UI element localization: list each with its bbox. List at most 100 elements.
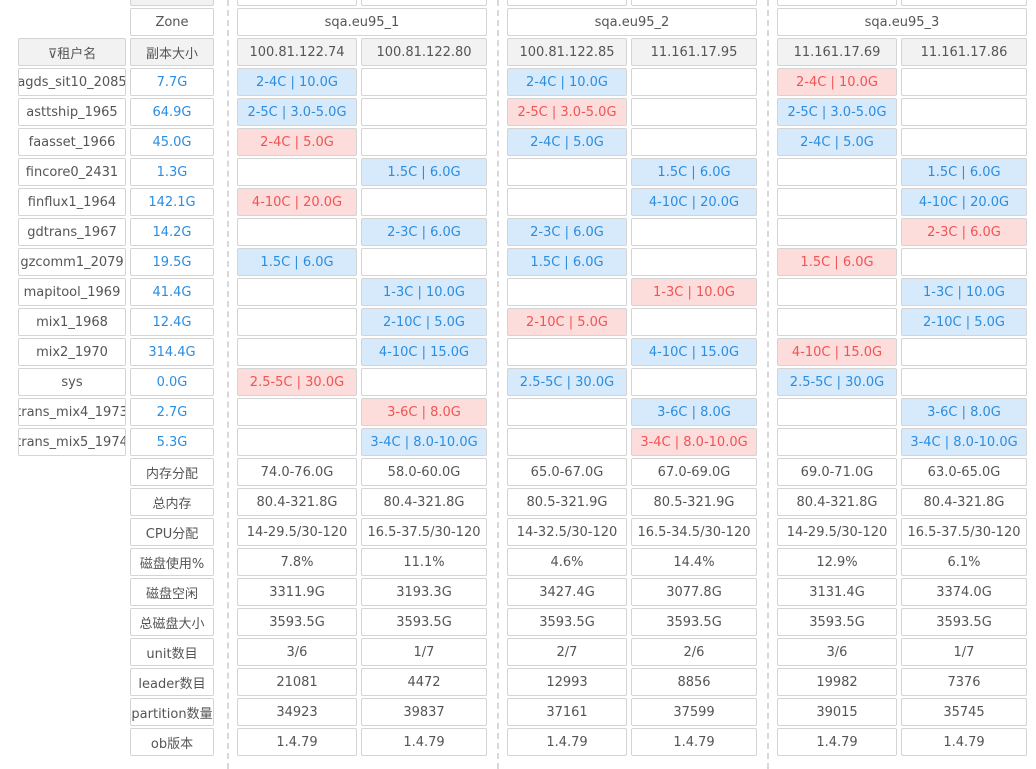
stat-label: partition数量 — [130, 698, 214, 726]
unit-cell[interactable]: 1.5C | 6.0G — [631, 158, 757, 186]
stat-value: 3593.5G — [901, 608, 1027, 636]
unit-cell[interactable]: 4-10C | 15.0G — [777, 338, 897, 366]
replica-size: 19.5G — [130, 248, 214, 276]
stat-value: 3311.9G — [237, 578, 357, 606]
unit-cell[interactable]: 4-10C | 15.0G — [631, 338, 757, 366]
unit-cell[interactable]: 1-3C | 10.0G — [901, 278, 1027, 306]
replica-size-header[interactable]: 副本大小 — [130, 38, 214, 66]
stat-value: 11.1% — [361, 548, 487, 576]
unit-cell[interactable]: 1.5C | 6.0G — [901, 158, 1027, 186]
clipped-cell — [777, 0, 897, 6]
unit-cell[interactable]: 1-3C | 10.0G — [361, 278, 487, 306]
tenant-name-filter-header[interactable]: ⊽租户名 — [18, 38, 126, 66]
unit-cell[interactable]: 2.5-5C | 30.0G — [237, 368, 357, 396]
replica-size: 0.0G — [130, 368, 214, 396]
tenant-name: agds_sit10_2085 — [18, 68, 126, 96]
zone-header: sqa.eu95_3 — [777, 8, 1027, 36]
stat-value: 80.4-321.8G — [901, 488, 1027, 516]
unit-cell[interactable]: 3-4C | 8.0-10.0G — [631, 428, 757, 456]
server-header: 11.161.17.86 — [901, 38, 1027, 66]
unit-cell[interactable]: 2.5-5C | 30.0G — [777, 368, 897, 396]
server-header: 100.81.122.85 — [507, 38, 627, 66]
unit-cell[interactable]: 1.5C | 6.0G — [361, 158, 487, 186]
unit-cell[interactable]: 2-10C | 5.0G — [361, 308, 487, 336]
tenant-name: mapitool_1969 — [18, 278, 126, 306]
unit-cell[interactable]: 4-10C | 20.0G — [901, 188, 1027, 216]
stat-value: 1.4.79 — [631, 728, 757, 756]
zone-label: Zone — [130, 8, 214, 36]
unit-cell[interactable]: 2-10C | 5.0G — [901, 308, 1027, 336]
unit-cell[interactable]: 4-10C | 20.0G — [631, 188, 757, 216]
unit-cell[interactable]: 2-5C | 3.0-5.0G — [237, 98, 357, 126]
server-header: 11.161.17.69 — [777, 38, 897, 66]
unit-cell[interactable]: 3-4C | 8.0-10.0G — [901, 428, 1027, 456]
stat-value: 39015 — [777, 698, 897, 726]
stat-value: 14.4% — [631, 548, 757, 576]
clipped-cell — [631, 0, 757, 6]
stat-label: CPU分配 — [130, 518, 214, 546]
unit-cell[interactable]: 3-6C | 8.0G — [901, 398, 1027, 426]
clipped-cell — [507, 0, 627, 6]
unit-cell[interactable]: 3-6C | 8.0G — [361, 398, 487, 426]
stat-value: 7.8% — [237, 548, 357, 576]
stat-value: 37161 — [507, 698, 627, 726]
tenant-name: gzcomm1_2079 — [18, 248, 126, 276]
unit-cell[interactable]: 4-10C | 20.0G — [237, 188, 357, 216]
unit-cell — [777, 218, 897, 246]
tenant-name: mix2_1970 — [18, 338, 126, 366]
unit-cell[interactable]: 2-5C | 3.0-5.0G — [777, 98, 897, 126]
replica-size: 64.9G — [130, 98, 214, 126]
stat-value: 65.0-67.0G — [507, 458, 627, 486]
stat-value: 14-32.5/30-120 — [507, 518, 627, 546]
stat-label: 磁盘使用% — [130, 548, 214, 576]
unit-cell[interactable]: 2-10C | 5.0G — [507, 308, 627, 336]
stat-value: 3593.5G — [777, 608, 897, 636]
stat-value: 3/6 — [777, 638, 897, 666]
stat-value: 80.4-321.8G — [237, 488, 357, 516]
unit-cell[interactable]: 2-3C | 6.0G — [507, 218, 627, 246]
replica-size: 12.4G — [130, 308, 214, 336]
unit-cell[interactable]: 1-3C | 10.0G — [631, 278, 757, 306]
unit-cell — [901, 68, 1027, 96]
stat-value: 3193.3G — [361, 578, 487, 606]
unit-cell[interactable]: 1.5C | 6.0G — [507, 248, 627, 276]
unit-cell[interactable]: 2-4C | 10.0G — [777, 68, 897, 96]
unit-cell[interactable]: 2-4C | 5.0G — [507, 128, 627, 156]
unit-cell[interactable]: 2-4C | 5.0G — [237, 128, 357, 156]
stat-value: 19982 — [777, 668, 897, 696]
unit-cell[interactable]: 4-10C | 15.0G — [361, 338, 487, 366]
unit-cell[interactable]: 2.5-5C | 30.0G — [507, 368, 627, 396]
unit-cell[interactable]: 2-4C | 10.0G — [237, 68, 357, 96]
replica-size: 45.0G — [130, 128, 214, 156]
unit-cell[interactable]: 3-6C | 8.0G — [631, 398, 757, 426]
stat-value: 80.4-321.8G — [777, 488, 897, 516]
stat-value: 1/7 — [361, 638, 487, 666]
stat-value: 3593.5G — [631, 608, 757, 636]
replica-size: 142.1G — [130, 188, 214, 216]
unit-cell[interactable]: 2-3C | 6.0G — [901, 218, 1027, 246]
unit-cell[interactable]: 2-5C | 3.0-5.0G — [507, 98, 627, 126]
unit-cell[interactable]: 2-3C | 6.0G — [361, 218, 487, 246]
zone-divider — [497, 0, 499, 769]
unit-cell[interactable]: 3-4C | 8.0-10.0G — [361, 428, 487, 456]
tenant-name: trans_mix5_1974 — [18, 428, 126, 456]
tenant-name: trans_mix4_1973 — [18, 398, 126, 426]
unit-cell — [361, 128, 487, 156]
stat-value: 16.5-37.5/30-120 — [901, 518, 1027, 546]
unit-cell — [631, 68, 757, 96]
stat-value: 1.4.79 — [507, 728, 627, 756]
unit-cell — [361, 68, 487, 96]
stat-value: 14-29.5/30-120 — [237, 518, 357, 546]
zone-header: sqa.eu95_2 — [507, 8, 757, 36]
stat-value: 3131.4G — [777, 578, 897, 606]
stat-value: 21081 — [237, 668, 357, 696]
stat-value: 3427.4G — [507, 578, 627, 606]
stat-value: 67.0-69.0G — [631, 458, 757, 486]
unit-cell[interactable]: 1.5C | 6.0G — [237, 248, 357, 276]
tenant-name: asttship_1965 — [18, 98, 126, 126]
unit-cell[interactable]: 1.5C | 6.0G — [777, 248, 897, 276]
unit-cell[interactable]: 2-4C | 10.0G — [507, 68, 627, 96]
unit-cell[interactable]: 2-4C | 5.0G — [777, 128, 897, 156]
stat-value: 58.0-60.0G — [361, 458, 487, 486]
unit-cell — [507, 428, 627, 456]
